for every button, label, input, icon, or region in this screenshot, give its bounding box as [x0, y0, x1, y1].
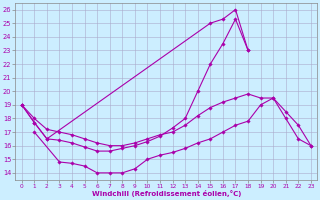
X-axis label: Windchill (Refroidissement éolien,°C): Windchill (Refroidissement éolien,°C) [92, 190, 241, 197]
